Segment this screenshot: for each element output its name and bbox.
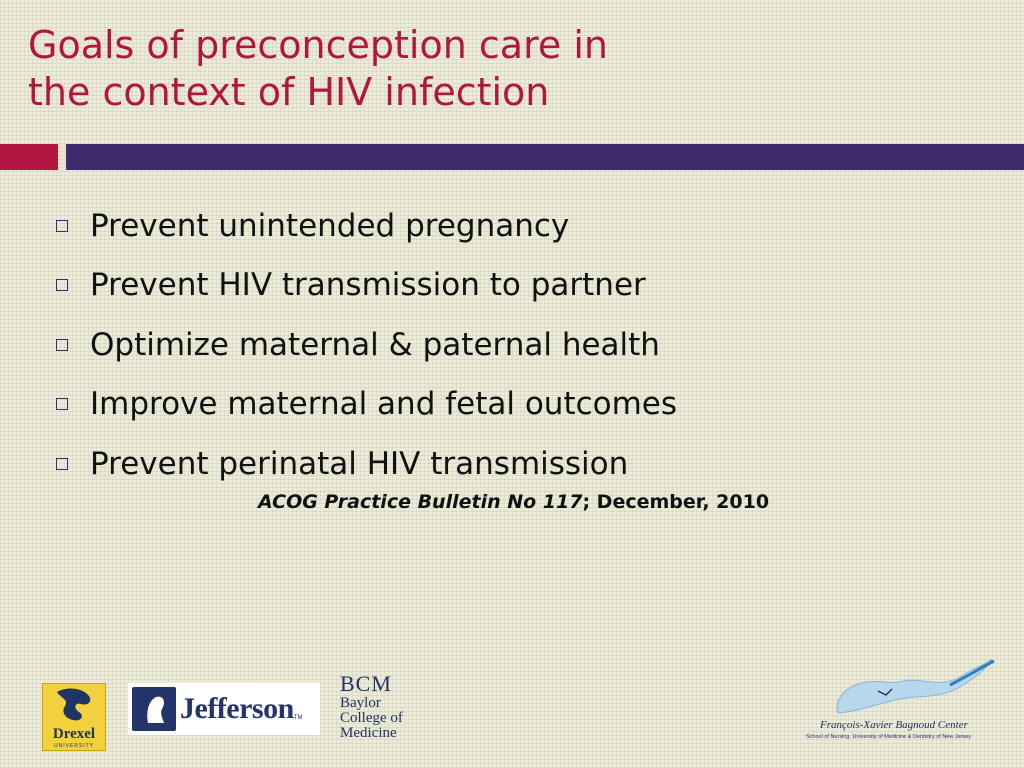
list-item: Prevent unintended pregnancy — [56, 196, 677, 256]
goals-list: Prevent unintended pregnancy Prevent HIV… — [56, 196, 677, 494]
hollow-square-icon — [56, 219, 68, 232]
list-item-text: Prevent perinatal HIV transmission — [90, 445, 629, 482]
fxb-center-name: François-Xavier Bagnoud Center — [820, 719, 968, 731]
list-item-text: Prevent unintended pregnancy — [90, 207, 570, 244]
bcm-abbreviation: BCM — [340, 671, 392, 696]
jefferson-portrait-icon — [132, 687, 176, 731]
jefferson-trademark: TM — [293, 715, 303, 721]
fxb-center-subtitle: School of Nursing, University of Medicin… — [806, 734, 972, 740]
drexel-wordmark: Drexel — [53, 726, 95, 742]
hollow-square-icon — [56, 279, 68, 292]
drexel-logo: Drexel UNIVERSITY — [42, 683, 106, 751]
baylor-logo: BCM Baylor College of Medicine — [340, 672, 406, 752]
list-item-text: Prevent HIV transmission to partner — [90, 267, 646, 304]
bcm-line-1: Baylor — [340, 695, 381, 711]
list-item: Improve maternal and fetal outcomes — [56, 375, 677, 435]
citation: ACOG Practice Bulletin No 117; December,… — [258, 491, 769, 513]
slide-title-line-1: Goals of preconception care in — [28, 23, 608, 67]
dragon-icon: Drexel UNIVERSITY — [53, 688, 95, 749]
fxb-wave-icon — [836, 658, 995, 714]
list-item: Optimize maternal & paternal health — [56, 315, 677, 375]
citation-date: ; December, 2010 — [582, 491, 770, 513]
hollow-square-icon — [56, 457, 68, 470]
fxb-center-logo: François-Xavier Bagnoud Center School of… — [800, 655, 1000, 750]
bcm-line-3: Medicine — [340, 725, 397, 741]
drexel-subtitle: UNIVERSITY — [54, 743, 94, 749]
jefferson-logo: Jefferson TM — [128, 683, 320, 735]
slide-title: Goals of preconception care in the conte… — [28, 22, 928, 116]
list-item: Prevent perinatal HIV transmission — [56, 434, 677, 494]
jefferson-wordmark: Jefferson — [180, 692, 294, 725]
bcm-line-2: College of — [340, 710, 403, 726]
title-divider-accent — [0, 144, 58, 170]
slide-title-line-2: the context of HIV infection — [28, 70, 550, 114]
list-item-text: Improve maternal and fetal outcomes — [90, 386, 678, 423]
hollow-square-icon — [56, 338, 68, 351]
hollow-square-icon — [56, 398, 68, 411]
title-divider-bar — [66, 144, 1024, 170]
list-item-text: Optimize maternal & paternal health — [90, 326, 660, 363]
citation-source: ACOG Practice Bulletin No 117 — [258, 491, 583, 513]
list-item: Prevent HIV transmission to partner — [56, 256, 677, 316]
